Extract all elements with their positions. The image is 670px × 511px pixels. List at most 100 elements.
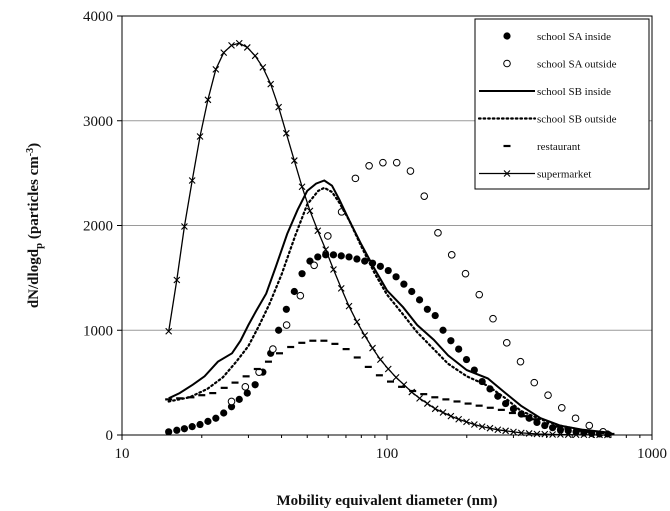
data-point [330,266,337,273]
x-tick-label: 10 [115,446,130,462]
y-tick-label: 4000 [83,9,113,25]
data-point [204,417,212,425]
legend-label: supermarket [537,169,591,181]
data-point [298,270,306,278]
data-point [181,223,188,230]
data-point [345,253,353,261]
data-point [235,39,243,47]
legend-label: school SA outside [537,59,617,71]
data-point [494,426,502,434]
data-point [337,252,345,260]
data-point [431,311,439,320]
data-point [557,403,566,412]
data-point [337,284,345,292]
data-point [530,378,539,387]
x-tick-label: 1000 [637,446,667,462]
x-tick-label: 100 [376,446,399,462]
data-point [502,339,511,347]
data-point [282,305,290,313]
y-axis-title-sub: p [33,243,45,249]
data-point [267,80,275,88]
data-point [235,395,243,403]
data-point [423,305,431,313]
series-school-SA-outside [227,158,607,436]
legend-item: restaurant [503,141,580,153]
data-point [475,290,484,299]
data-point [478,423,486,431]
data-point [196,420,204,429]
legend-marker [503,170,511,177]
legend-marker [503,59,511,68]
data-point [603,431,611,439]
data-point [533,430,541,438]
data-point [165,327,173,335]
data-point [392,373,400,381]
legend-box [474,18,650,190]
series-line [168,179,612,434]
data-point [400,381,408,389]
data-point [408,287,416,296]
data-point [290,157,298,164]
data-point [455,415,463,423]
legend-label: school SB outside [537,114,617,126]
data-point [324,232,332,240]
axis-ticks: 0 1000 2000 3000 4000 10 100 1000 [83,9,667,462]
data-point [544,391,552,399]
legend-label: school SB inside [537,86,611,98]
data-point [572,431,580,439]
data-point [510,428,517,436]
data-point [447,337,455,345]
data-point [392,158,401,167]
data-point [580,431,588,439]
data-point [384,365,392,373]
data-point [439,409,447,416]
data-point [298,183,306,191]
data-point [416,394,423,402]
y-axis-title-main: dN/dlogd [26,248,42,308]
data-point [384,266,392,275]
data-point [310,261,318,270]
data-point [314,227,322,235]
data-point [322,246,330,253]
data-point [517,429,525,437]
data-point [461,269,470,278]
data-point [439,326,447,334]
data-point [275,326,283,334]
data-point [549,431,556,438]
legend-item: school SB outside [477,114,617,126]
data-point [541,430,549,438]
y-tick-label: 3000 [83,114,113,130]
data-point [243,44,251,51]
data-point [455,345,463,353]
data-point [180,425,189,433]
legend-marker [503,32,511,40]
data-point [227,403,236,411]
y-tick-label: 1000 [83,323,113,339]
data-point [585,421,594,430]
data-point [376,356,384,363]
data-point [212,66,220,73]
data-point [588,431,596,439]
data-point [204,96,212,104]
data-point [188,423,196,431]
data-point [243,389,251,397]
y-tick-label: 2000 [83,219,113,235]
x-axis-title: Mobility equivalent diameter (nm) [277,493,498,509]
data-point [470,421,478,428]
series-layer [165,39,615,439]
legend-item: school SB inside [479,86,611,98]
data-point [251,52,259,60]
data-point [408,388,416,396]
legend-item: school SA inside [503,31,611,43]
data-point [329,251,338,259]
legend-item: supermarket [479,169,591,181]
legend-label: school SA inside [537,31,611,43]
data-point [557,431,564,438]
data-point [314,253,322,261]
data-point [259,63,267,71]
data-point [365,161,373,170]
data-point [379,158,387,167]
data-point [282,129,290,137]
data-point [434,229,442,237]
y-axis-title-units-sup: -3 [25,148,36,156]
